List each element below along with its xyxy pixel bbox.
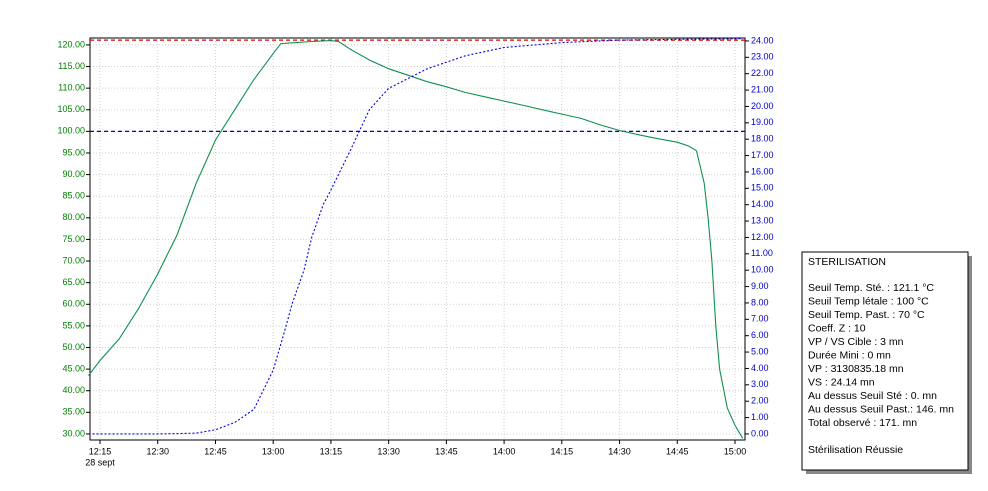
x-tick-label: 13:30	[377, 446, 400, 456]
panel-line: Seuil Temp. Sté. : 121.1 °C	[808, 282, 934, 294]
y2-tick-label: 23.00	[751, 52, 774, 62]
series-line	[88, 40, 744, 439]
info-panel: STERILISATION Seuil Temp. Sté. : 121.1 °…	[801, 251, 972, 474]
panel-box	[801, 251, 969, 471]
y2-tick-label: 14.00	[751, 199, 774, 209]
plot-frame	[89, 37, 746, 441]
y2-tick-label: 19.00	[751, 117, 774, 127]
y-tick-label: 120.00	[57, 39, 85, 49]
y-tick-label: 40.00	[62, 385, 85, 395]
x-tick-label: 12:45	[204, 446, 227, 456]
x-tick-label: 12:15	[89, 446, 112, 456]
y2-tick-label: 11.00	[751, 248, 773, 258]
x-tick-label: 14:30	[608, 446, 631, 456]
panel-line: Au dessus Seuil Past.: 146. mn	[808, 403, 954, 415]
y-tick-label: 110.00	[58, 83, 85, 93]
panel-line: Seuil Temp. Past. : 70 °C	[808, 309, 925, 321]
y2-tick-label: 12.00	[751, 232, 774, 242]
x-tick-label: 14:45	[666, 446, 689, 456]
y2-tick-label: 20.00	[751, 101, 774, 111]
y2-tick-label: 9.00	[751, 281, 769, 291]
x-tick-label: 13:00	[262, 446, 285, 456]
panel-line: VS : 24.14 mn	[808, 376, 875, 388]
y2-tick-label: 18.00	[751, 134, 774, 144]
y2-tick-label: 7.00	[751, 314, 769, 324]
panel-status: Stérilisation Réussie	[808, 444, 903, 456]
y2-tick-label: 0.00	[751, 428, 769, 438]
y-tick-label: 105.00	[57, 104, 85, 114]
y2-tick-label: 1.00	[751, 412, 769, 422]
y-tick-label: 75.00	[62, 234, 85, 244]
x-tick-label: 14:15	[551, 446, 574, 456]
panel-line: Seuil Temp létale : 100 °C	[808, 295, 929, 307]
y2-tick-label: 13.00	[751, 215, 774, 225]
panel-line: Au dessus Seuil Sté : 0. mn	[808, 390, 937, 402]
y2-tick-label: 3.00	[751, 379, 769, 389]
x-tick-label: 12:30	[146, 446, 169, 456]
panel-line: VP / VS Cible : 3 mn	[808, 336, 904, 348]
x-date-label: 28 sept	[85, 457, 115, 467]
y-tick-label: 95.00	[62, 147, 85, 157]
y-tick-label: 55.00	[62, 320, 85, 330]
x-tick-label: 14:00	[493, 446, 516, 456]
y2-tick-label: 22.00	[751, 68, 774, 78]
y-tick-label: 30.00	[62, 428, 85, 438]
x-tick-label: 13:15	[320, 446, 343, 456]
y-tick-label: 85.00	[62, 191, 85, 201]
panel-line: Total observé : 171. mn	[808, 417, 917, 429]
y2-tick-label: 2.00	[751, 396, 769, 406]
y-tick-label: 35.00	[62, 407, 85, 417]
y-tick-label: 50.00	[62, 342, 85, 352]
y2-tick-label: 5.00	[751, 346, 769, 356]
y2-tick-label: 24.00	[751, 35, 774, 45]
panel-title: STERILISATION	[808, 256, 886, 268]
y2-tick-label: 21.00	[751, 84, 774, 94]
y-tick-label: 80.00	[62, 212, 85, 222]
y-tick-label: 90.00	[62, 169, 85, 179]
y2-tick-label: 6.00	[751, 330, 769, 340]
y-tick-label: 115.00	[58, 61, 85, 71]
y2-tick-label: 10.00	[751, 265, 774, 275]
y-tick-label: 65.00	[62, 277, 85, 287]
y-tick-label: 70.00	[62, 255, 85, 265]
y-tick-label: 60.00	[62, 299, 85, 309]
y2-tick-label: 15.00	[751, 183, 774, 193]
panel-line: Coeff. Z : 10	[808, 322, 866, 334]
x-tick-label: 15:00	[724, 446, 747, 456]
y2-tick-label: 16.00	[751, 166, 774, 176]
y2-tick-label: 4.00	[751, 363, 769, 373]
y2-tick-label: 8.00	[751, 297, 769, 307]
y2-tick-label: 17.00	[751, 150, 774, 160]
y-tick-label: 100.00	[57, 126, 85, 136]
panel-line: Durée Mini : 0 mn	[808, 349, 891, 361]
x-tick-label: 13:45	[435, 446, 458, 456]
panel-line: VP : 3130835.18 mn	[808, 363, 904, 375]
series-line	[88, 38, 743, 435]
y-tick-label: 45.00	[62, 363, 85, 373]
